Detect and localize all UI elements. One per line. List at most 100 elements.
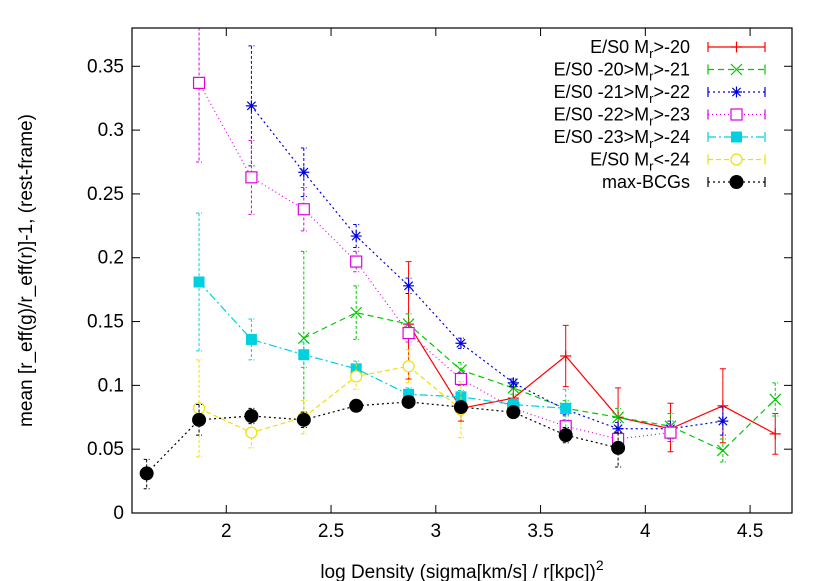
data-point-marker: [349, 398, 364, 413]
data-point-marker: [350, 370, 363, 383]
series-line: [198, 281, 566, 409]
y-tick-label: 0.15: [87, 312, 124, 333]
data-point-marker: [730, 153, 743, 166]
data-point-marker: [350, 306, 363, 319]
series-line: [198, 365, 462, 434]
legend-text: E/S0 -21>M: [554, 82, 650, 102]
legend-errorbar-caps: [707, 132, 766, 142]
data-point-marker: [730, 108, 743, 121]
x-tick-label: 3.5: [527, 521, 553, 542]
legend-text: E/S0 M: [590, 37, 649, 57]
data-point-marker: [297, 203, 310, 216]
data-point-marker: [403, 388, 415, 400]
error-bar: [248, 45, 255, 167]
legend-text: <-24: [653, 150, 690, 170]
legend-label-3: E/S0 -22>Mr>-23: [554, 105, 690, 129]
data-point-marker: [350, 230, 362, 242]
y-tick-label: 0.35: [87, 56, 124, 77]
data-point-marker: [245, 333, 257, 345]
data-point-marker: [507, 377, 519, 389]
data-point-marker: [769, 428, 781, 440]
series-line: [250, 105, 723, 430]
legend-subscript: r: [649, 136, 654, 151]
data-point-marker: [296, 412, 311, 427]
data-point-marker: [403, 280, 415, 292]
legend-subscript: r: [649, 91, 654, 106]
y-tick-label: 0: [113, 503, 124, 524]
x-tick-label: 2.5: [318, 521, 344, 542]
legend-text: E/S0 -20>M: [554, 60, 650, 80]
data-point-marker: [402, 326, 415, 340]
data-point-marker: [731, 41, 742, 53]
series-6: [139, 394, 626, 490]
data-point-marker: [612, 423, 624, 435]
series-layer: [139, 28, 782, 490]
data-point-marker: [298, 166, 310, 178]
error-bar: [719, 406, 726, 436]
x-tick-label: 2: [221, 521, 232, 542]
plot-frame: [131, 27, 793, 514]
legend-errorbar-caps: [707, 42, 766, 52]
y-tick-label: 0.1: [98, 375, 124, 396]
axis-ticks: 2 2.5 3 3.5 4 4.5 0 0.05 0.1 0.15 0.2 0.25 0.3 0.35: [87, 28, 792, 542]
data-point-marker: [507, 399, 519, 411]
data-point-marker: [350, 255, 363, 268]
x-axis-label: log Density (sigma[km/s] / r[kpc])2: [320, 557, 604, 581]
series-line: [408, 323, 776, 435]
legend-text: >-21: [653, 60, 690, 80]
data-point-marker: [731, 131, 742, 143]
legend-errorbar-caps: [707, 109, 766, 120]
data-point-marker: [769, 393, 782, 406]
error-bar: [457, 381, 464, 439]
error-bar: [196, 359, 203, 458]
data-point-marker: [245, 171, 258, 184]
data-point-marker: [298, 349, 310, 361]
legend-errorbar-caps: [707, 64, 766, 75]
data-point-marker: [558, 428, 573, 443]
data-point-marker: [730, 63, 743, 76]
legend-errorbar-caps: [707, 154, 766, 165]
legend-subscript: r: [649, 69, 654, 84]
data-point-marker: [716, 444, 729, 457]
data-point-marker: [560, 402, 572, 414]
legend-label-5: E/S0 Mr<-24: [590, 150, 690, 174]
legend-subscript: r: [649, 46, 654, 61]
y-tick-label: 0.2: [98, 248, 124, 269]
series-line: [146, 401, 619, 474]
y-tick-label: 0.3: [98, 120, 124, 141]
data-point-marker: [244, 409, 259, 423]
x-tick-label: 3: [431, 521, 442, 542]
legend-label-1: E/S0 -20>Mr>-21: [554, 60, 690, 84]
data-point-marker: [455, 337, 467, 349]
data-point-marker: [453, 400, 468, 415]
x-tick-label: 4: [640, 521, 651, 542]
y-tick-label: 0.05: [87, 439, 124, 460]
y-axis-label: mean [r_eff(g)/r_eff(r)]-1, (rest-frame): [16, 114, 37, 427]
legend-text: E/S0 M: [590, 150, 649, 170]
data-point-marker: [717, 415, 729, 427]
legend-text: >-23: [653, 105, 690, 125]
data-point-marker: [506, 405, 521, 420]
legend-text: E/S0 -23>M: [554, 127, 650, 147]
legend-errorbar-caps: [707, 87, 766, 97]
data-point-marker: [731, 86, 742, 98]
data-point-marker: [664, 426, 677, 439]
error-bar: [196, 28, 203, 163]
data-point-marker: [401, 394, 416, 409]
legend-text: >-24: [653, 127, 690, 147]
data-point-marker: [245, 426, 258, 439]
y-tick-label: 0.25: [87, 184, 124, 205]
legend-label-2: E/S0 -21>Mr>-22: [554, 82, 690, 106]
legend-errorbar-caps: [707, 177, 766, 187]
data-point-marker: [729, 175, 744, 189]
data-point-marker: [297, 332, 310, 345]
legend: E/S0 Mr>-20E/S0 -20>Mr>-21E/S0 -21>Mr>-2…: [554, 37, 766, 192]
data-point-marker: [193, 276, 205, 288]
legend-text: >-22: [653, 82, 690, 102]
data-point-marker: [611, 440, 626, 455]
series-line: [198, 82, 671, 440]
x-tick-label: 4.5: [737, 521, 763, 542]
data-point-marker: [560, 350, 572, 362]
legend-label-4: E/S0 -23>Mr>-24: [554, 127, 690, 151]
